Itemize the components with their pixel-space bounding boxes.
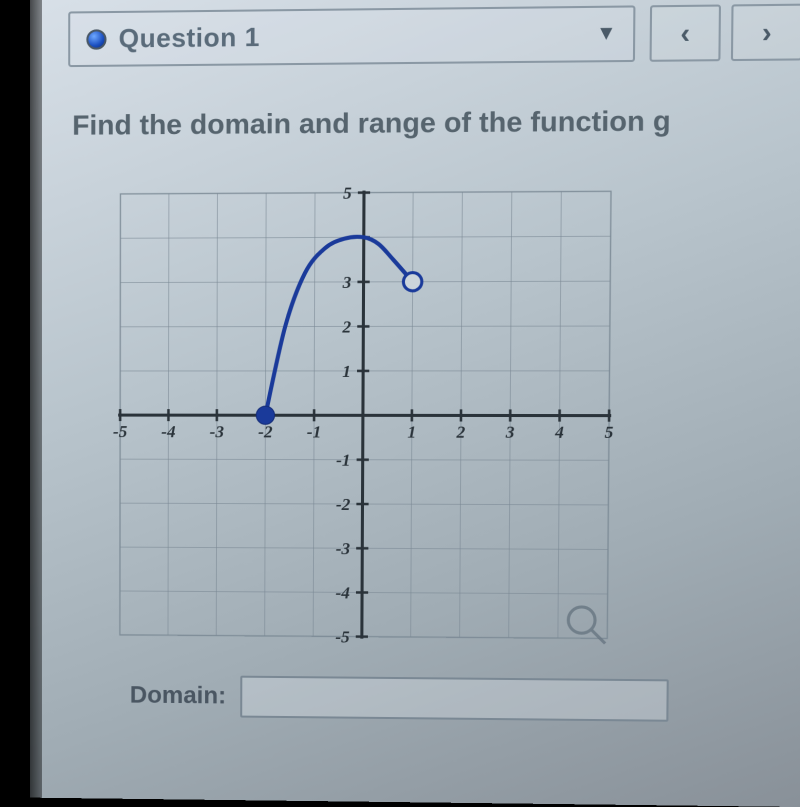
question-selector[interactable]: Question 1 ▼ xyxy=(68,5,635,67)
svg-text:-4: -4 xyxy=(335,583,349,602)
svg-text:-1: -1 xyxy=(336,451,350,470)
svg-text:-2: -2 xyxy=(336,495,351,514)
svg-text:3: 3 xyxy=(342,273,352,292)
svg-text:2: 2 xyxy=(455,423,465,442)
nav-buttons: ‹ › xyxy=(650,4,800,62)
graph-svg: -5 -4 -3 -2 -1 1 2 3 4 5 1 2 3 5 -1 -2 -3 -4 -5 xyxy=(100,171,632,659)
function-graph: -5 -4 -3 -2 -1 1 2 3 4 5 1 2 3 5 -1 -2 -3 -4 -5 xyxy=(100,171,632,659)
svg-text:-5: -5 xyxy=(335,627,350,646)
svg-text:-4: -4 xyxy=(161,422,175,441)
svg-text:-3: -3 xyxy=(210,422,225,441)
next-button[interactable]: › xyxy=(731,4,800,61)
svg-text:4: 4 xyxy=(554,423,564,442)
svg-text:2: 2 xyxy=(341,317,351,336)
chevron-right-icon: › xyxy=(762,16,772,49)
svg-text:1: 1 xyxy=(342,362,351,381)
prev-button[interactable]: ‹ xyxy=(650,4,721,61)
svg-text:-5: -5 xyxy=(113,422,128,441)
question-prompt: Find the domain and range of the functio… xyxy=(30,75,800,142)
domain-answer-row: Domain: xyxy=(130,675,800,723)
svg-text:-3: -3 xyxy=(336,539,351,558)
svg-text:5: 5 xyxy=(605,423,614,442)
question-header: Question 1 ▼ ‹ › xyxy=(30,0,800,82)
svg-text:-2: -2 xyxy=(258,422,273,441)
domain-label: Domain: xyxy=(130,682,226,711)
chevron-left-icon: ‹ xyxy=(680,17,690,50)
status-dot-icon xyxy=(86,29,106,49)
question-label: Question 1 xyxy=(119,22,260,55)
app-screen: Question 1 ▼ ‹ › Find the domain and ran… xyxy=(30,0,800,807)
svg-text:-1: -1 xyxy=(307,422,321,441)
domain-input[interactable] xyxy=(240,676,669,722)
svg-text:5: 5 xyxy=(343,184,352,203)
dropdown-icon[interactable]: ▼ xyxy=(596,22,617,46)
svg-text:3: 3 xyxy=(505,423,515,442)
svg-text:1: 1 xyxy=(407,422,416,441)
